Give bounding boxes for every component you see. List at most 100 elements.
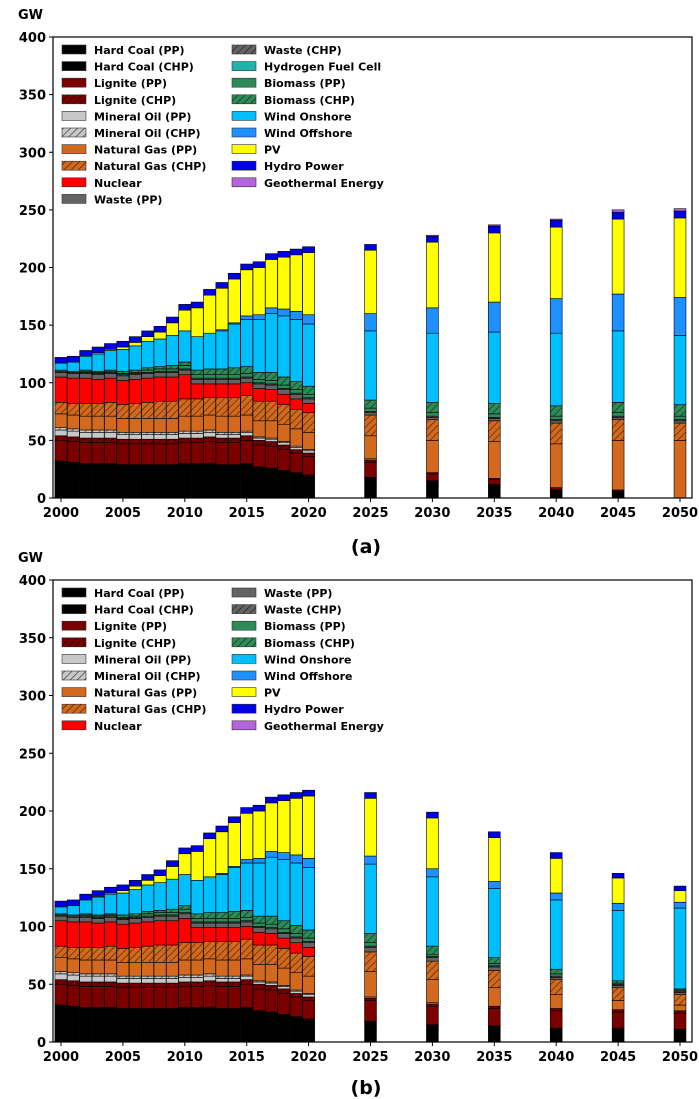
bar-biomass-pp-2020 — [302, 937, 315, 942]
bar-mineral-oil-pp-2012 — [203, 975, 216, 982]
bar-hatch-natural-gas-chp-2045 — [612, 987, 625, 1001]
bar-hydro-power-2004 — [104, 886, 117, 894]
y-axis-unit: GW — [18, 551, 43, 566]
bar-hatch-natural-gas-chp-2018 — [277, 948, 290, 969]
bar-hatch-natural-gas-chp-2012 — [203, 941, 216, 959]
bar-hydro-power-2035 — [488, 225, 501, 234]
bar-lignite-pp-2012 — [203, 985, 216, 1008]
bar-wind-onshore-2050 — [673, 907, 687, 990]
bar-hatch-lignite-chp-2016 — [253, 440, 266, 445]
bar-mineral-oil-pp-2015 — [240, 432, 254, 437]
bar-hatch-natural-gas-chp-2001 — [67, 403, 80, 416]
x-tick-label: 2035 — [476, 1050, 512, 1065]
bar-nuclear-2011 — [190, 383, 204, 400]
bar-hard-coal-pp-2005 — [116, 1019, 130, 1043]
bar-pv-2019 — [289, 254, 303, 312]
bar-natural-gas-pp-2001 — [67, 958, 80, 974]
bar-hydro-power-2005 — [116, 884, 130, 891]
bar-lignite-pp-2050 — [673, 1012, 687, 1030]
bar-hatch-waste-chp-2011 — [191, 378, 204, 380]
legend-label: Mineral Oil (CHP) — [94, 670, 201, 683]
x-tick-label: 2020 — [291, 506, 327, 521]
bar-hatch-lignite-chp-2008 — [153, 983, 167, 988]
bar-natural-gas-pp-2018 — [277, 423, 291, 442]
bar-hatch-waste-chp-2040 — [550, 419, 563, 421]
bar-waste-pp-2013 — [215, 378, 229, 385]
bar-hatch-natural-gas-chp-2009 — [166, 401, 179, 419]
bar-hatch-biomass-chp-2015 — [240, 366, 253, 374]
legend-swatch — [231, 703, 257, 714]
bar-natural-gas-pp-2017 — [265, 964, 278, 983]
bar-hatch-lignite-chp-2007 — [141, 983, 154, 988]
bar-hatch-waste-chp-2007 — [141, 916, 154, 918]
bar-biomass-pp-2010 — [178, 365, 192, 370]
bar-hydro-power-2045 — [611, 873, 625, 879]
bar-hatch-biomass-chp-2002 — [79, 370, 92, 372]
bar-waste-pp-2015 — [240, 377, 254, 384]
bar-lignite-pp-2004 — [104, 442, 117, 464]
bar-hatch-waste-chp-2020 — [302, 397, 315, 399]
bar-hard-coal-pp-2030 — [426, 485, 439, 499]
bar-hatch-hard-coal-chp-2005 — [116, 1008, 129, 1021]
bar-lignite-pp-2001 — [67, 985, 80, 1007]
bar-natural-gas-pp-2008 — [153, 962, 167, 977]
y-tick-label: 200 — [19, 805, 46, 820]
bar-biomass-pp-2014 — [227, 918, 241, 923]
bar-hatch-hard-coal-chp-2009 — [166, 464, 179, 477]
bar-wind-onshore-2025 — [364, 863, 377, 934]
bar-nuclear-2013 — [215, 927, 229, 942]
bar-nuclear-2006 — [128, 378, 142, 404]
bar-nuclear-2002 — [79, 377, 93, 404]
bar-hatch-lignite-chp-2015 — [240, 979, 253, 985]
legend-label: Hard Coal (CHP) — [94, 61, 194, 74]
bar-hatch-lignite-chp-2000 — [54, 979, 68, 985]
bar-lignite-pp-2000 — [54, 440, 68, 462]
bar-natural-gas-pp-2004 — [104, 959, 117, 975]
bar-hard-coal-pp-2004 — [104, 1018, 117, 1043]
bar-hatch-lignite-chp-2011 — [191, 438, 204, 443]
bar-biomass-pp-2045 — [611, 412, 625, 417]
bar-hatch-hard-coal-chp-2035 — [488, 484, 501, 488]
bar-waste-pp-2017 — [265, 384, 278, 390]
bar-wind-offshore-2050 — [673, 901, 687, 909]
bar-hatch-hard-coal-chp-2019 — [290, 472, 303, 481]
bar-hatch-mineral-oil-chp-2018 — [277, 441, 290, 443]
bar-natural-gas-pp-2035 — [488, 441, 501, 479]
bar-hatch-lignite-chp-2003 — [92, 981, 105, 987]
bar-hard-coal-pp-2012 — [203, 474, 216, 499]
bar-geothermal-energy-2045 — [611, 209, 625, 213]
bar-pv-2005 — [116, 346, 130, 350]
bar-hatch-natural-gas-chp-2014 — [228, 397, 241, 417]
legend-swatch — [231, 587, 257, 598]
legend-swatch — [61, 654, 87, 664]
bar-hatch-mineral-oil-chp-2007 — [141, 432, 154, 435]
bar-wind-onshore-2013 — [215, 874, 229, 913]
bar-waste-pp-2007 — [141, 916, 155, 923]
bar-waste-pp-2004 — [104, 373, 117, 379]
bar-lignite-pp-2016 — [252, 988, 266, 1012]
bar-waste-pp-2018 — [277, 389, 291, 395]
bar-stack-2017 — [265, 796, 278, 1043]
bar-biomass-pp-2011 — [190, 918, 204, 923]
bar-hatch-waste-chp-2019 — [290, 936, 303, 939]
bar-biomass-pp-2030 — [426, 412, 439, 417]
bar-waste-pp-2004 — [104, 916, 117, 923]
x-tick-label: 2010 — [167, 506, 203, 521]
legend: Hard Coal (PP) Hard Coal (CHP) Lignite (PP… — [61, 587, 384, 733]
bar-waste-pp-2030 — [426, 417, 439, 420]
bar-hatch-natural-gas-chp-2005 — [116, 404, 129, 419]
bar-natural-gas-pp-2006 — [128, 418, 142, 433]
bar-hatch-lignite-chp-2002 — [79, 981, 92, 987]
bar-natural-gas-pp-2017 — [265, 420, 278, 439]
bar-hard-coal-pp-2040 — [549, 491, 563, 499]
bar-hatch-lignite-chp-2016 — [253, 984, 266, 989]
bar-stack-2017 — [265, 253, 278, 499]
bar-stack-2045 — [611, 873, 625, 1043]
bar-hatch-lignite-chp-2050 — [674, 1010, 686, 1014]
bar-hydro-power-2013 — [215, 282, 229, 289]
bar-hatch-biomass-chp-2018 — [277, 376, 290, 386]
bar-hydro-power-2003 — [91, 346, 105, 354]
bar-hatch-mineral-oil-chp-2018 — [277, 985, 290, 987]
bar-natural-gas-pp-2002 — [79, 415, 93, 431]
bar-stack-2004 — [104, 343, 117, 499]
